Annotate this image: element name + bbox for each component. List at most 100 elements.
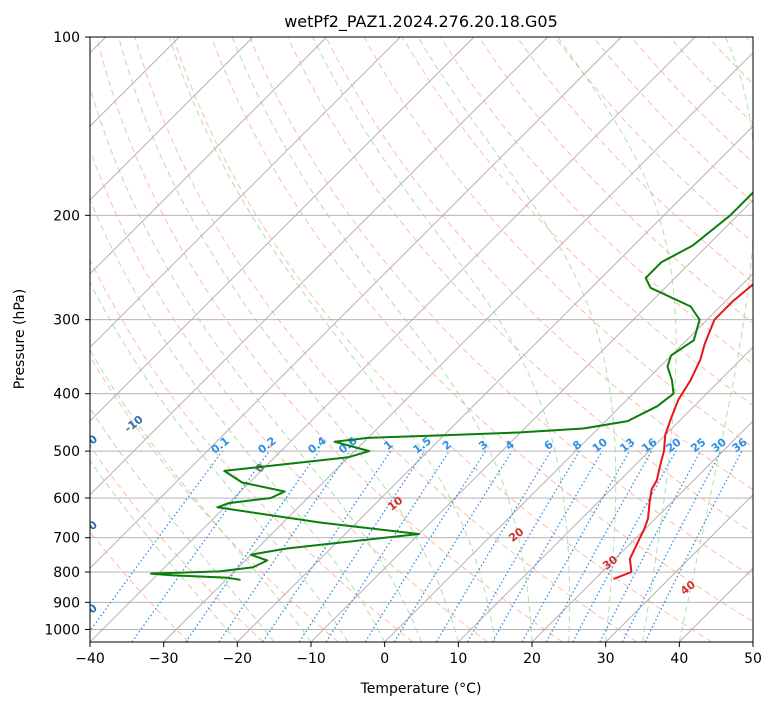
isotherm-line bbox=[90, 37, 401, 348]
mixing-ratio-label: 30 bbox=[709, 435, 729, 455]
isotherm-line bbox=[531, 420, 753, 642]
isotherm-line bbox=[236, 125, 753, 642]
mixing-ratio-line bbox=[298, 450, 425, 642]
x-tick-label: −20 bbox=[223, 651, 253, 667]
moist-adiabat-line bbox=[90, 281, 349, 642]
moist-adiabat-line bbox=[557, 37, 677, 642]
isotherm-line bbox=[752, 641, 753, 642]
y-tick-label: 800 bbox=[53, 565, 80, 581]
y-tick-label: 600 bbox=[53, 491, 80, 507]
dry-adiabat-line bbox=[592, 37, 753, 203]
isotherm-line bbox=[90, 37, 328, 275]
x-tick-label: 10 bbox=[449, 651, 467, 667]
temperature-profile-line bbox=[613, 283, 753, 580]
y-tick-label: 100 bbox=[53, 30, 80, 46]
x-tick-label: 50 bbox=[744, 651, 762, 667]
mixing-ratio-label: 3 bbox=[476, 438, 490, 453]
moist-adiabat-line bbox=[90, 198, 386, 642]
x-tick-label: −30 bbox=[149, 651, 179, 667]
moist-adiabat-line bbox=[90, 85, 422, 642]
dry-adiabat-line bbox=[90, 258, 414, 642]
mixing-ratio-line bbox=[393, 450, 513, 642]
mixing-ratio-line bbox=[90, 450, 223, 632]
mixing-ratio-line bbox=[599, 450, 702, 642]
x-axis-label: Temperature (°C) bbox=[360, 681, 482, 697]
mixing-ratio-line bbox=[185, 450, 320, 642]
moist-adiabat-line bbox=[417, 37, 617, 642]
x-tick-label: −10 bbox=[296, 651, 326, 667]
mixing-ratio-line bbox=[325, 450, 450, 642]
x-tick-label: 40 bbox=[670, 651, 688, 667]
moist-adiabat-line bbox=[118, 37, 459, 642]
moist-adiabat-label: 20 bbox=[506, 525, 526, 545]
isotherm-line bbox=[605, 494, 753, 642]
dry-adiabat-line bbox=[287, 37, 753, 534]
mixing-ratio-line bbox=[521, 450, 631, 642]
y-tick-label: 400 bbox=[53, 387, 80, 403]
mixing-ratio-line bbox=[545, 450, 653, 642]
dry-adiabat-line bbox=[90, 531, 190, 642]
dry-adiabat-line bbox=[90, 445, 264, 642]
dry-adiabat-line bbox=[249, 37, 753, 578]
mixing-ratio-label: 36 bbox=[730, 435, 750, 455]
dry-adiabat-line bbox=[325, 37, 753, 491]
chart-title: wetPf2_PAZ1.2024.276.20.18.G05 bbox=[284, 12, 558, 32]
dry-adiabat-line bbox=[172, 37, 712, 642]
dry-adiabat-label: -30 bbox=[76, 518, 100, 541]
moist-adiabat-line bbox=[90, 407, 275, 642]
mixing-ratio-line bbox=[131, 450, 270, 642]
mixing-ratio-line bbox=[364, 450, 486, 642]
mixing-ratio-line bbox=[466, 450, 580, 642]
mixing-ratio-line bbox=[435, 450, 552, 642]
mixing-ratio-line bbox=[572, 450, 677, 642]
isotherm-line bbox=[384, 273, 753, 642]
y-tick-label: 300 bbox=[53, 313, 80, 329]
mixing-ratio-label: 2 bbox=[440, 438, 454, 453]
mixing-ratio-line bbox=[262, 450, 392, 642]
dry-adiabat-line bbox=[134, 37, 638, 642]
y-axis-label: Pressure (hPa) bbox=[12, 289, 28, 389]
moist-adiabat-line bbox=[168, 37, 496, 642]
y-tick-label: 700 bbox=[53, 531, 80, 547]
dry-adiabat-line bbox=[439, 37, 753, 365]
x-tick-label: 30 bbox=[597, 651, 615, 667]
dry-adiabat-line bbox=[96, 37, 563, 642]
dry-adiabat-line bbox=[210, 37, 753, 623]
dry-adiabat-line bbox=[669, 37, 753, 124]
y-tick-label: 500 bbox=[53, 444, 80, 460]
mixing-ratio-label: 0.1 bbox=[209, 434, 232, 456]
mixing-ratio-label: 0.4 bbox=[305, 434, 329, 456]
mixing-ratio-label: 0.2 bbox=[255, 434, 278, 456]
dry-adiabat-line bbox=[90, 355, 339, 642]
isotherm-line bbox=[457, 346, 753, 642]
mixing-ratio-label: 6 bbox=[542, 438, 556, 453]
mixing-ratio-label: 13 bbox=[617, 436, 637, 456]
mixing-ratio-label: 16 bbox=[639, 435, 659, 455]
dry-adiabat-line bbox=[707, 37, 753, 85]
moist-adiabat-line bbox=[90, 349, 312, 642]
x-tick-label: 20 bbox=[523, 651, 541, 667]
dry-adiabat-line bbox=[478, 37, 753, 324]
isotherm-line bbox=[90, 37, 475, 422]
moist-adiabat-line bbox=[678, 37, 753, 642]
moist-adiabat-label: 40 bbox=[678, 578, 698, 598]
plot-frame bbox=[89, 36, 754, 643]
isotherm-line bbox=[163, 52, 753, 642]
moist-adiabat-line bbox=[231, 37, 533, 642]
isotherm-line bbox=[90, 37, 696, 642]
x-tick-label: 0 bbox=[380, 651, 389, 667]
moist-adiabat-line bbox=[90, 459, 238, 642]
y-tick-label: 900 bbox=[53, 595, 80, 611]
dry-adiabat-label: -40 bbox=[76, 601, 100, 624]
isotherm-line bbox=[310, 199, 753, 642]
moist-adiabat-label: 10 bbox=[385, 494, 405, 514]
x-tick-label: −40 bbox=[75, 651, 105, 667]
dry-adiabat-label: -10 bbox=[122, 413, 146, 436]
isotherm-line bbox=[90, 37, 622, 569]
mixing-ratio-line bbox=[644, 450, 743, 642]
dewpoint-profile-line bbox=[150, 191, 753, 581]
mixing-ratio-label: 10 bbox=[590, 435, 610, 455]
dry-adiabat-line bbox=[554, 37, 753, 243]
dry-adiabat-label: -20 bbox=[76, 432, 100, 455]
mixing-ratio-label: 4 bbox=[503, 438, 517, 453]
